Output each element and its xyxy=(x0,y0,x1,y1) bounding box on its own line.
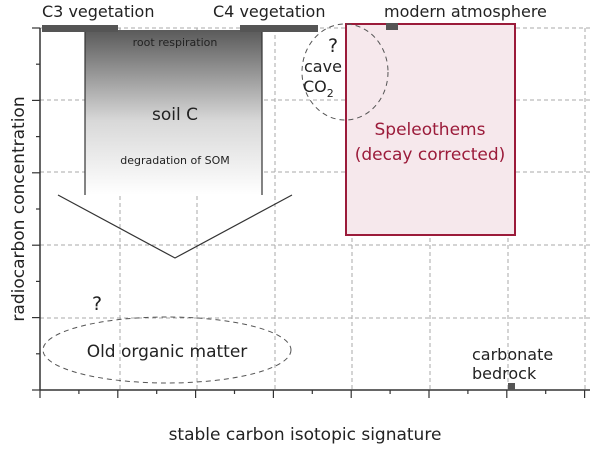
speleothem-box xyxy=(345,23,516,236)
root-label: root respiration xyxy=(133,36,218,49)
y-axis-label: radiocarbon concentration xyxy=(9,96,29,321)
speleothem-label: Speleothems xyxy=(375,120,486,140)
c3-label: C3 vegetation xyxy=(42,2,154,21)
c4-bar xyxy=(240,25,318,32)
bedrock-label: carbonate xyxy=(472,345,553,364)
co-subscript: 2 xyxy=(327,87,334,100)
question-mark: ? xyxy=(92,293,102,315)
bedrock-marker xyxy=(508,383,515,390)
x-axis-label: stable carbon isotopic signature xyxy=(169,425,442,445)
cave-label: cave xyxy=(304,57,342,76)
co-text: CO xyxy=(303,77,327,96)
atmosphere-marker xyxy=(386,23,398,30)
bedrock-label: bedrock xyxy=(472,364,537,383)
axes xyxy=(32,27,590,398)
old-matter-label: Old organic matter xyxy=(87,342,248,362)
soil-gradient xyxy=(85,30,262,195)
c3-bar xyxy=(42,25,118,32)
atmosphere-label: modern atmosphere xyxy=(384,2,547,21)
soil-arrow xyxy=(57,30,293,259)
c4-label: C4 vegetation xyxy=(213,2,325,21)
question-mark: ? xyxy=(328,35,338,57)
co-label: CO2 xyxy=(303,77,334,100)
soil-label: soil C xyxy=(152,105,198,125)
old-matter-ellipse xyxy=(42,316,292,384)
cave-ellipse xyxy=(301,23,389,121)
speleothem-label: (decay corrected) xyxy=(355,145,506,165)
degradation-label: degradation of SOM xyxy=(120,154,230,167)
